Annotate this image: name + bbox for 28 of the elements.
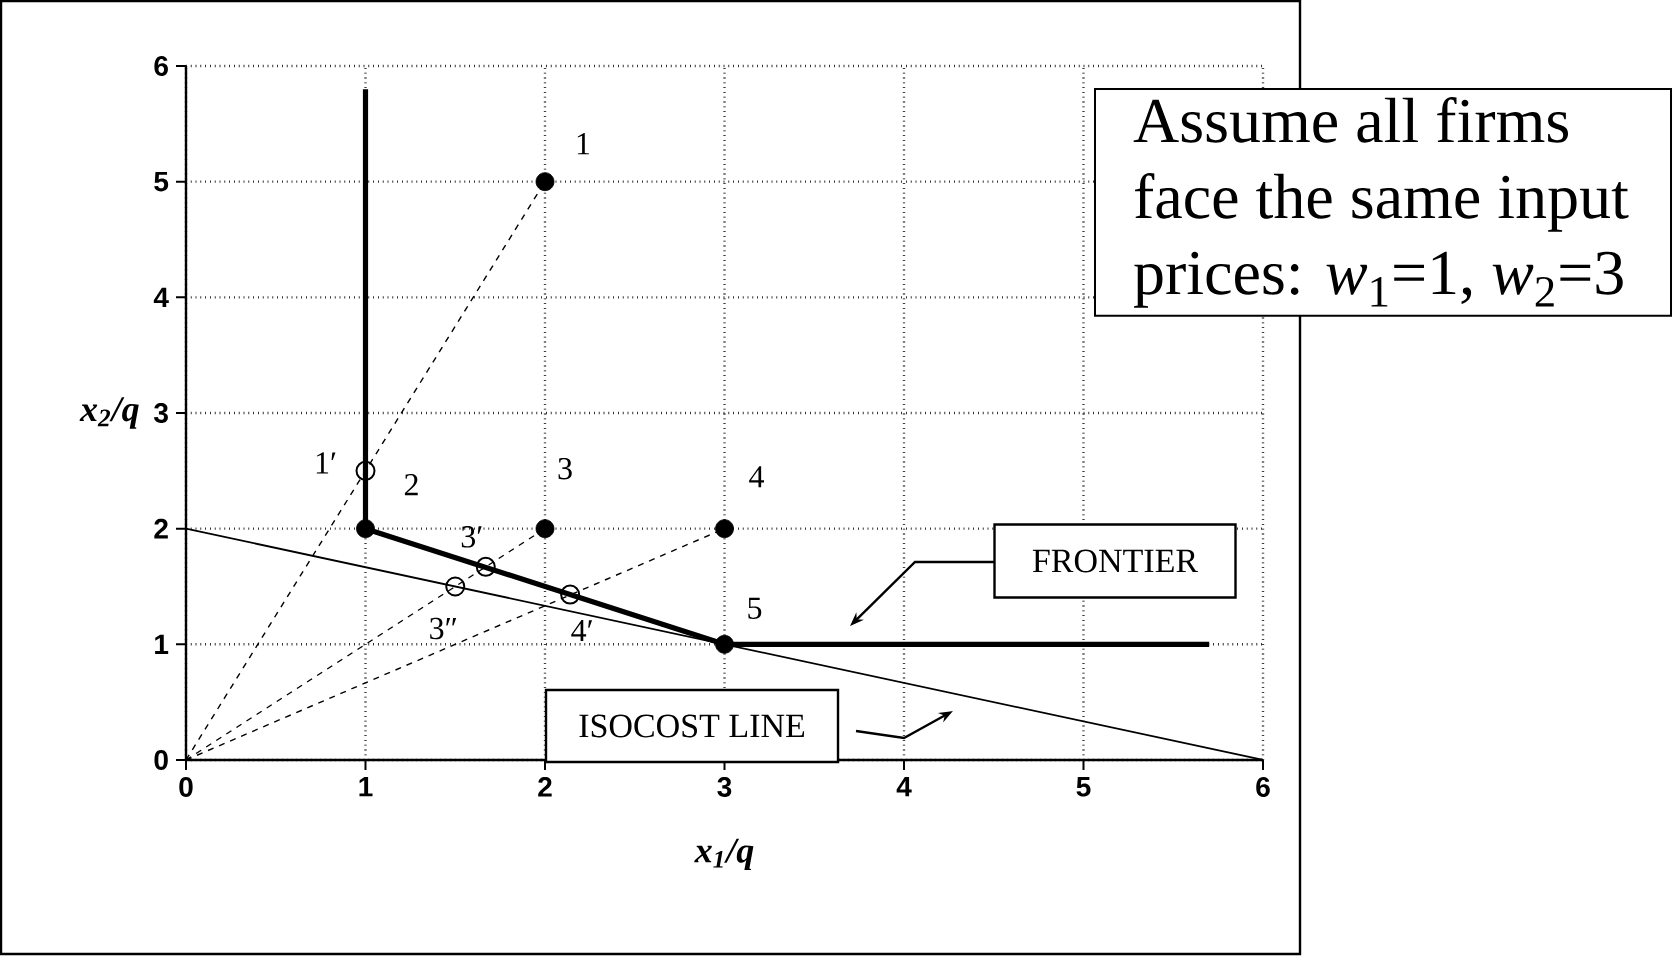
annotation: 1 (577, 133, 590, 155)
annotation: 3 (558, 457, 572, 480)
y-tick-label: 4 (153, 287, 169, 307)
y-tick-label: 6 (154, 56, 168, 76)
y-tick-label: 2 (154, 518, 168, 539)
x-tick-label: 4 (896, 777, 912, 797)
x-axis-title: x$_{1}$/q (694, 838, 754, 871)
x-tick-label: 1 (359, 777, 373, 797)
annotation: ISOCOST LINE (579, 714, 805, 738)
x-tick-label: 0 (179, 777, 193, 797)
annotation: 1′ (316, 452, 336, 474)
y-tick-label: 3 (153, 403, 168, 423)
y-tick-label: 5 (154, 171, 169, 192)
x-tick-label: 5 (1076, 777, 1091, 797)
annotation: 3′ (461, 526, 482, 548)
annotation: 4′ (571, 620, 593, 642)
annotation: 3″ (430, 617, 457, 640)
x-tick-label: 2 (538, 777, 552, 797)
annotation: 4 (749, 466, 764, 488)
y-tick-label: 1 (155, 634, 169, 654)
y-axis-title: x$_{2}$/q (79, 397, 139, 429)
annotation: FRONTIER (1032, 549, 1199, 573)
y-tick-label: 0 (154, 750, 168, 770)
annotation: 2 (404, 474, 418, 496)
x-tick-label: 6 (1256, 777, 1270, 797)
annotation: 5 (748, 597, 762, 619)
x-tick-label: 3 (717, 777, 732, 797)
text: Assume all firms face the same input prices: w$_{1}$=1, w$_{2}$=3 (1133, 97, 1629, 308)
